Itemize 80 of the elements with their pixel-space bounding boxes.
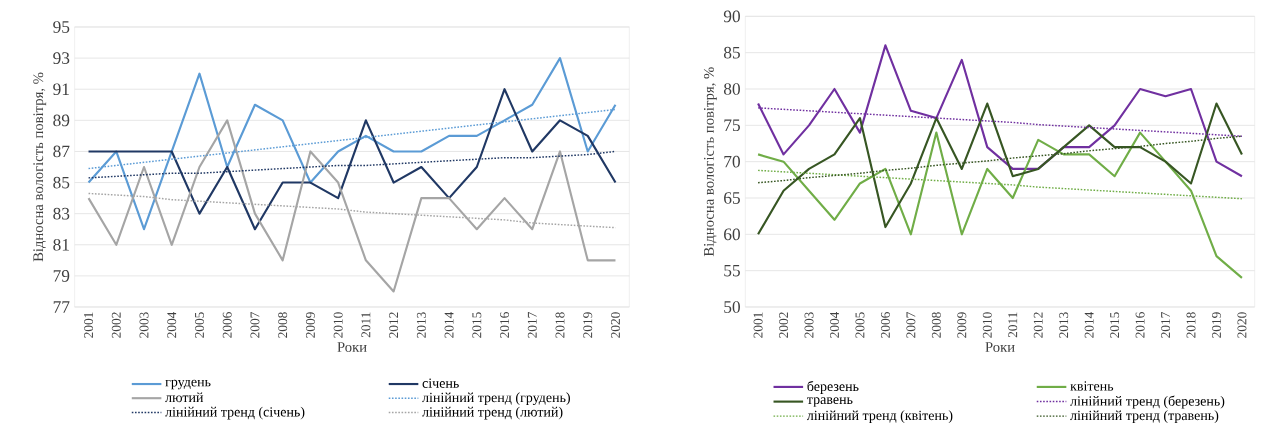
x-tick-label: 2018 <box>555 312 565 338</box>
x-tick-label: 2013 <box>1059 312 1069 338</box>
x-tick-label: 2006 <box>880 312 890 338</box>
x-tick-label: 2014 <box>444 311 454 338</box>
y-tick-label: 93 <box>53 52 70 64</box>
y-tick-label: 90 <box>723 10 740 23</box>
x-tick-label: 2001 <box>753 312 763 338</box>
x-tick-label: 2012 <box>389 312 399 338</box>
x-axis-title: Роки <box>337 342 367 352</box>
x-tick-label: 2013 <box>416 312 426 338</box>
y-tick-label: 95 <box>53 21 70 33</box>
x-tick-label: 2007 <box>906 312 916 338</box>
legend-label: лінійний тренд (січень) <box>165 406 305 420</box>
x-tick-label: 2011 <box>1008 312 1018 338</box>
y-tick-label: 55 <box>724 264 740 277</box>
x-tick-label: 2010 <box>982 312 992 338</box>
x-tick-label: 2002 <box>779 312 789 338</box>
x-tick-label: 2019 <box>1211 312 1221 338</box>
y-tick-label: 91 <box>53 83 69 96</box>
legend-label: лінійний тренд (березень) <box>1070 395 1225 409</box>
y-tick-label: 80 <box>723 83 740 95</box>
line-series <box>757 44 1244 178</box>
x-tick-label: 2002 <box>111 312 121 338</box>
legend-label: січень <box>422 378 459 388</box>
x-tick-label: 2008 <box>931 312 941 338</box>
x-tick-label: 2018 <box>1186 312 1196 338</box>
x-axis-title: Роки <box>985 342 1015 352</box>
legend-label: лінійний тренд (травень) <box>1070 410 1219 423</box>
legend-label: лінійний тренд (грудень) <box>422 392 570 406</box>
y-tick-label: 75 <box>724 119 740 132</box>
x-tick-label: 2005 <box>194 312 204 338</box>
y-tick-label: 70 <box>724 155 740 168</box>
x-tick-label: 2015 <box>1110 312 1120 338</box>
x-tick-label: 2008 <box>278 312 288 338</box>
y-tick-label: 89 <box>53 114 70 127</box>
x-tick-label: 2014 <box>1084 311 1094 338</box>
x-tick-label: 2003 <box>804 312 814 338</box>
line-series <box>757 102 1244 236</box>
line-series <box>87 119 617 293</box>
x-tick-label: 2017 <box>527 312 537 338</box>
line-series <box>87 57 617 231</box>
line-series <box>757 131 1244 279</box>
x-tick-label: 2016 <box>1135 312 1145 338</box>
y-tick-label: 85 <box>53 176 70 189</box>
x-tick-label: 2005 <box>855 312 865 338</box>
y-tick-label: 85 <box>723 46 740 59</box>
y-tick-label: 77 <box>53 301 70 313</box>
x-tick-label: 2017 <box>1161 312 1171 338</box>
y-tick-label: 79 <box>53 270 70 282</box>
y-tick-label: 60 <box>724 228 740 241</box>
legend-label: лінійний тренд (квітень) <box>806 410 953 423</box>
legend-label: лютий <box>165 392 204 403</box>
legend-label: березень <box>807 380 859 394</box>
y-tick-label: 50 <box>724 301 740 313</box>
x-tick-label: 2019 <box>583 312 593 338</box>
legend-label: лінійний тренд (лютий) <box>422 406 563 420</box>
legend-label: грудень <box>165 379 211 390</box>
y-tick-label: 65 <box>724 192 740 204</box>
x-tick-label: 2012 <box>1033 312 1043 338</box>
x-tick-label: 2001 <box>84 312 94 338</box>
x-tick-label: 2009 <box>305 312 315 338</box>
x-tick-label: 2006 <box>222 312 232 338</box>
x-tick-label: 2020 <box>610 312 620 338</box>
legend-label: травень <box>807 397 853 407</box>
x-tick-label: 2007 <box>250 312 260 338</box>
x-tick-label: 2009 <box>957 312 967 338</box>
legend-label: квітень <box>1070 381 1114 391</box>
x-tick-label: 2016 <box>500 312 510 338</box>
y-axis-title: Відносна вологість повітря, % <box>703 67 717 257</box>
y-tick-label: 83 <box>53 207 70 220</box>
x-tick-label: 2004 <box>829 311 839 338</box>
y-axis-title: Відносна вологість повітря, % <box>33 72 47 262</box>
x-tick-label: 2004 <box>167 311 177 338</box>
x-tick-label: 2020 <box>1237 312 1247 338</box>
x-tick-label: 2010 <box>333 312 343 338</box>
y-tick-label: 87 <box>53 145 70 158</box>
y-tick-label: 81 <box>53 238 69 251</box>
x-tick-label: 2015 <box>472 312 482 338</box>
x-tick-label: 2011 <box>361 312 371 338</box>
x-tick-label: 2003 <box>139 312 149 338</box>
